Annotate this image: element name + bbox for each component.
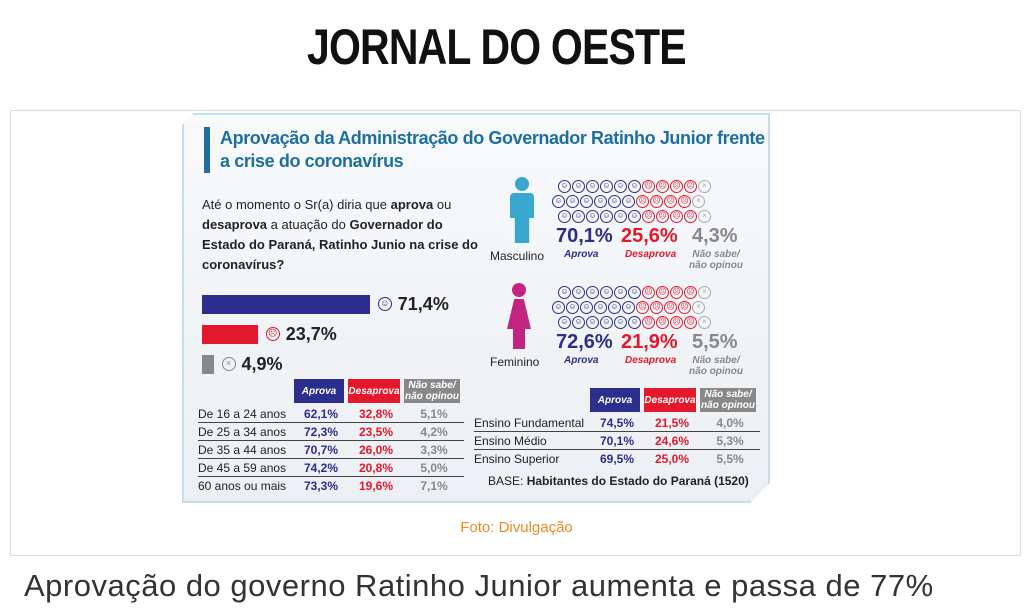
face-icon: ☺ (572, 180, 585, 193)
face-icon: ☹ (642, 316, 655, 329)
face-icon: ☺ (622, 195, 635, 208)
education-table: Aprova Desaprova Não sabe/ não opinou En… (474, 388, 760, 468)
face-icon: ☺ (552, 195, 565, 208)
desaprova-face-icon: ☹ (266, 327, 280, 341)
face-icon: ☺ (572, 210, 585, 223)
face-icon: ☺ (558, 180, 571, 193)
face-icon: ☺ (552, 301, 565, 314)
face-icon: ☹ (670, 180, 683, 193)
face-icon: × (698, 210, 711, 223)
age-table: Aprova Desaprova Não sabe/ não opinou De… (198, 379, 464, 495)
face-icon: ☺ (600, 286, 613, 299)
face-grid: ☺ ☺ ☺ ☺ ☺ ☺ ☹ ☹ ☹ ☹ × ☺ ☺ ☺ ☺ ☺ ☺ ☹ ☹ ☹ ☹ × ☺ ☺ ☺ ☺ ☺ ☺ ☹ ☹ ☹ ☹ × (552, 175, 712, 220)
face-icon: ☹ (656, 286, 669, 299)
face-icon: ☺ (614, 286, 627, 299)
overall-pct-desaprova: 23,7% (285, 324, 337, 344)
face-icon: ☺ (622, 301, 635, 314)
face-icon: ☺ (628, 286, 641, 299)
photo-caption: Foto: Divulgação (460, 519, 573, 536)
face-icon: ☹ (684, 286, 697, 299)
face-grid: ☺ ☺ ☺ ☺ ☺ ☺ ☹ ☹ ☹ ☹ × ☺ ☺ ☺ ☺ ☺ ☺ ☹ ☹ ☹ ☹ × ☺ ☺ ☺ ☺ ☺ ☺ ☹ ☹ ☹ ☹ × (552, 281, 712, 326)
face-icon: ☺ (580, 195, 593, 208)
face-icon: × (692, 195, 705, 208)
face-icon: ☹ (642, 210, 655, 223)
table-row: De 45 a 59 anos 74,2% 20,8% 5,0% (198, 459, 464, 477)
face-icon: ☹ (684, 210, 697, 223)
overall-bar-desaprova (202, 325, 258, 344)
table-row: Ensino Fundamental 74,5% 21,5% 4,0% (474, 414, 760, 432)
face-icon: ☺ (594, 195, 607, 208)
face-icon: ☺ (600, 180, 613, 193)
gender-label: Feminino (490, 355, 540, 369)
face-icon: ☺ (628, 316, 641, 329)
face-icon: ☺ (594, 301, 607, 314)
female-figure-icon (506, 283, 532, 349)
face-icon: ☹ (678, 195, 691, 208)
infographic: Aprovação da Administração do Governador… (182, 113, 770, 503)
face-icon: ☺ (558, 316, 571, 329)
face-icon: ☺ (572, 316, 585, 329)
face-icon: ☺ (558, 210, 571, 223)
face-icon: ☹ (656, 210, 669, 223)
infographic-title: Aprovação da Administração do Governador… (204, 127, 768, 173)
face-icon: ☺ (628, 180, 641, 193)
face-icon: × (692, 301, 705, 314)
face-icon: ☺ (608, 301, 621, 314)
face-icon: ☺ (586, 286, 599, 299)
face-icon: × (698, 180, 711, 193)
face-icon: ☹ (664, 195, 677, 208)
table-row: De 16 a 24 anos 62,1% 32,8% 5,1% (198, 405, 464, 423)
face-icon: ☹ (670, 316, 683, 329)
table-row: De 35 a 44 anos 70,7% 26,0% 3,3% (198, 441, 464, 459)
face-icon: ☹ (670, 210, 683, 223)
face-icon: ☹ (636, 195, 649, 208)
face-icon: ☹ (650, 301, 663, 314)
face-icon: ☹ (678, 301, 691, 314)
face-icon: ☺ (586, 180, 599, 193)
base-note: BASE: Habitantes do Estado do Paraná (15… (488, 474, 749, 488)
face-icon: ☺ (580, 301, 593, 314)
face-icon: ☹ (684, 316, 697, 329)
image-frame (10, 110, 1021, 556)
face-icon: × (698, 316, 711, 329)
table-row: 60 anos ou mais 73,3% 19,6% 7,1% (198, 479, 448, 493)
face-icon: ☺ (614, 180, 627, 193)
gender-label: Masculino (490, 249, 545, 263)
face-icon: ☺ (600, 316, 613, 329)
face-icon: ☺ (566, 195, 579, 208)
overall-pct-nao-sabe: 4,9% (241, 354, 283, 374)
face-icon: ☺ (586, 316, 599, 329)
face-icon: ☹ (642, 180, 655, 193)
nao-sabe-face-icon: × (222, 357, 236, 371)
overall-bar-aprova (202, 295, 370, 314)
face-icon: ☺ (608, 195, 621, 208)
table-row: Ensino Médio 70,1% 24,6% 5,3% (474, 432, 760, 450)
face-icon: ☺ (572, 286, 585, 299)
face-icon: ☺ (614, 316, 627, 329)
article-headline[interactable]: Aprovação do governo Ratinho Junior aume… (24, 568, 934, 603)
face-icon: ☹ (664, 301, 677, 314)
face-icon: ☺ (586, 210, 599, 223)
face-icon: ☺ (628, 210, 641, 223)
face-icon: × (698, 286, 711, 299)
overall-pct-aprova: 71,4% (397, 294, 449, 314)
face-icon: ☺ (600, 210, 613, 223)
male-figure-icon (509, 177, 535, 243)
table-row: Ensino Superior 69,5% 25,0% 5,5% (474, 452, 744, 466)
face-icon: ☹ (636, 301, 649, 314)
face-icon: ☹ (670, 286, 683, 299)
overall-bar-nao-sabe (202, 355, 214, 374)
survey-question: Até o momento o Sr(a) diria que aprova o… (202, 197, 478, 272)
face-icon: ☺ (566, 301, 579, 314)
face-icon: ☺ (614, 210, 627, 223)
face-icon: ☹ (642, 286, 655, 299)
aprova-face-icon: ☺ (378, 297, 392, 311)
face-icon: ☹ (684, 180, 697, 193)
site-logo[interactable]: JORNAL DO OESTE (307, 19, 687, 75)
face-icon: ☹ (650, 195, 663, 208)
face-icon: ☺ (558, 286, 571, 299)
table-row: De 25 a 34 anos 72,3% 23,5% 4,2% (198, 423, 464, 441)
face-icon: ☹ (656, 316, 669, 329)
face-icon: ☹ (656, 180, 669, 193)
